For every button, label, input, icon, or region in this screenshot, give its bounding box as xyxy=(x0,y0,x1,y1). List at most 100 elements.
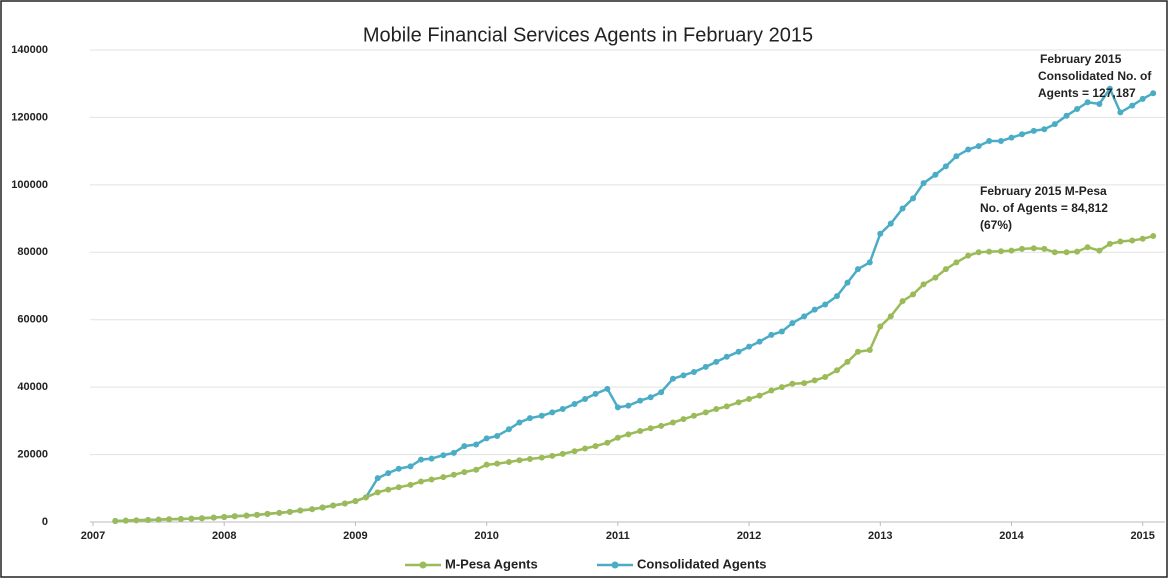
data-point xyxy=(571,448,578,455)
data-point xyxy=(1008,134,1015,141)
data-point xyxy=(1117,238,1124,245)
data-point xyxy=(473,441,480,448)
data-point xyxy=(538,412,545,419)
legend-label: M-Pesa Agents xyxy=(445,556,538,571)
data-point xyxy=(428,476,435,483)
data-point xyxy=(1008,247,1015,254)
data-point xyxy=(549,409,556,416)
data-point xyxy=(571,401,578,407)
x-tick-label: 2010 xyxy=(474,530,498,542)
data-point xyxy=(385,486,392,493)
data-point xyxy=(122,517,129,524)
data-point xyxy=(854,266,861,273)
data-point xyxy=(713,406,720,413)
x-tick-label: 2009 xyxy=(343,530,367,542)
data-point xyxy=(986,138,993,145)
y-tick-label: 60000 xyxy=(17,314,48,326)
data-point xyxy=(198,515,205,522)
data-point xyxy=(559,450,566,457)
data-point xyxy=(920,180,927,187)
data-point xyxy=(975,143,982,150)
data-point xyxy=(975,249,982,256)
data-point xyxy=(1117,109,1124,116)
data-point xyxy=(1084,99,1091,106)
legend-label: Consolidated Agents xyxy=(637,556,767,571)
data-point xyxy=(286,508,293,515)
data-point xyxy=(407,481,414,488)
data-point xyxy=(516,419,523,426)
y-tick-label: 20000 xyxy=(17,448,48,460)
data-point xyxy=(582,395,589,402)
data-point xyxy=(374,475,381,482)
data-point xyxy=(746,343,753,350)
annotation: February 2015 M-Pesa xyxy=(980,184,1107,198)
data-point xyxy=(1074,248,1081,255)
y-tick-label: 0 xyxy=(42,516,48,528)
data-point xyxy=(1030,127,1037,134)
data-point xyxy=(264,510,271,517)
data-point xyxy=(637,427,644,434)
data-point xyxy=(1129,237,1136,244)
data-point xyxy=(395,484,402,491)
data-point xyxy=(658,422,665,429)
data-point xyxy=(526,415,533,422)
data-point xyxy=(276,509,283,516)
y-tick-label: 40000 xyxy=(17,381,48,393)
data-point xyxy=(440,452,447,459)
data-point xyxy=(625,402,632,409)
data-point xyxy=(690,368,697,375)
data-point xyxy=(1018,245,1025,252)
data-point xyxy=(428,455,435,462)
data-point xyxy=(756,392,763,399)
data-point xyxy=(647,394,654,401)
data-point xyxy=(866,259,873,266)
data-point xyxy=(910,291,917,298)
data-point xyxy=(188,515,195,522)
data-point xyxy=(505,458,512,465)
data-point xyxy=(844,358,851,365)
data-point xyxy=(822,301,829,308)
data-point xyxy=(483,435,490,442)
x-tick-label: 2012 xyxy=(737,530,761,542)
data-point xyxy=(505,426,512,433)
data-point xyxy=(887,220,894,227)
data-point xyxy=(680,372,687,379)
data-point xyxy=(440,474,447,481)
data-point xyxy=(690,412,697,419)
data-point xyxy=(877,323,884,330)
data-point xyxy=(418,478,425,485)
data-point xyxy=(614,404,621,411)
data-point xyxy=(822,374,829,381)
data-point xyxy=(833,367,840,374)
data-point xyxy=(778,328,785,335)
data-point xyxy=(133,517,140,524)
data-point xyxy=(778,384,785,391)
data-point xyxy=(1096,247,1103,254)
data-point xyxy=(582,445,589,452)
data-point xyxy=(461,443,468,450)
data-point xyxy=(210,514,217,521)
data-point xyxy=(953,153,960,160)
data-point xyxy=(899,298,906,305)
data-point xyxy=(604,385,611,392)
data-point xyxy=(713,358,720,365)
data-point xyxy=(986,248,993,255)
data-point xyxy=(1084,244,1091,251)
data-point xyxy=(450,449,457,456)
x-tick-label: 2013 xyxy=(868,530,892,542)
data-point xyxy=(473,466,480,473)
data-point xyxy=(362,494,369,501)
data-point xyxy=(1051,121,1058,128)
data-point xyxy=(254,511,261,518)
data-point xyxy=(592,390,599,397)
data-point xyxy=(866,347,873,354)
data-point xyxy=(899,205,906,212)
data-point xyxy=(604,439,611,446)
data-point xyxy=(1139,95,1146,102)
data-point xyxy=(526,455,533,462)
data-point xyxy=(942,266,949,273)
data-point xyxy=(625,431,632,438)
data-point xyxy=(789,320,796,327)
data-point xyxy=(155,516,162,523)
